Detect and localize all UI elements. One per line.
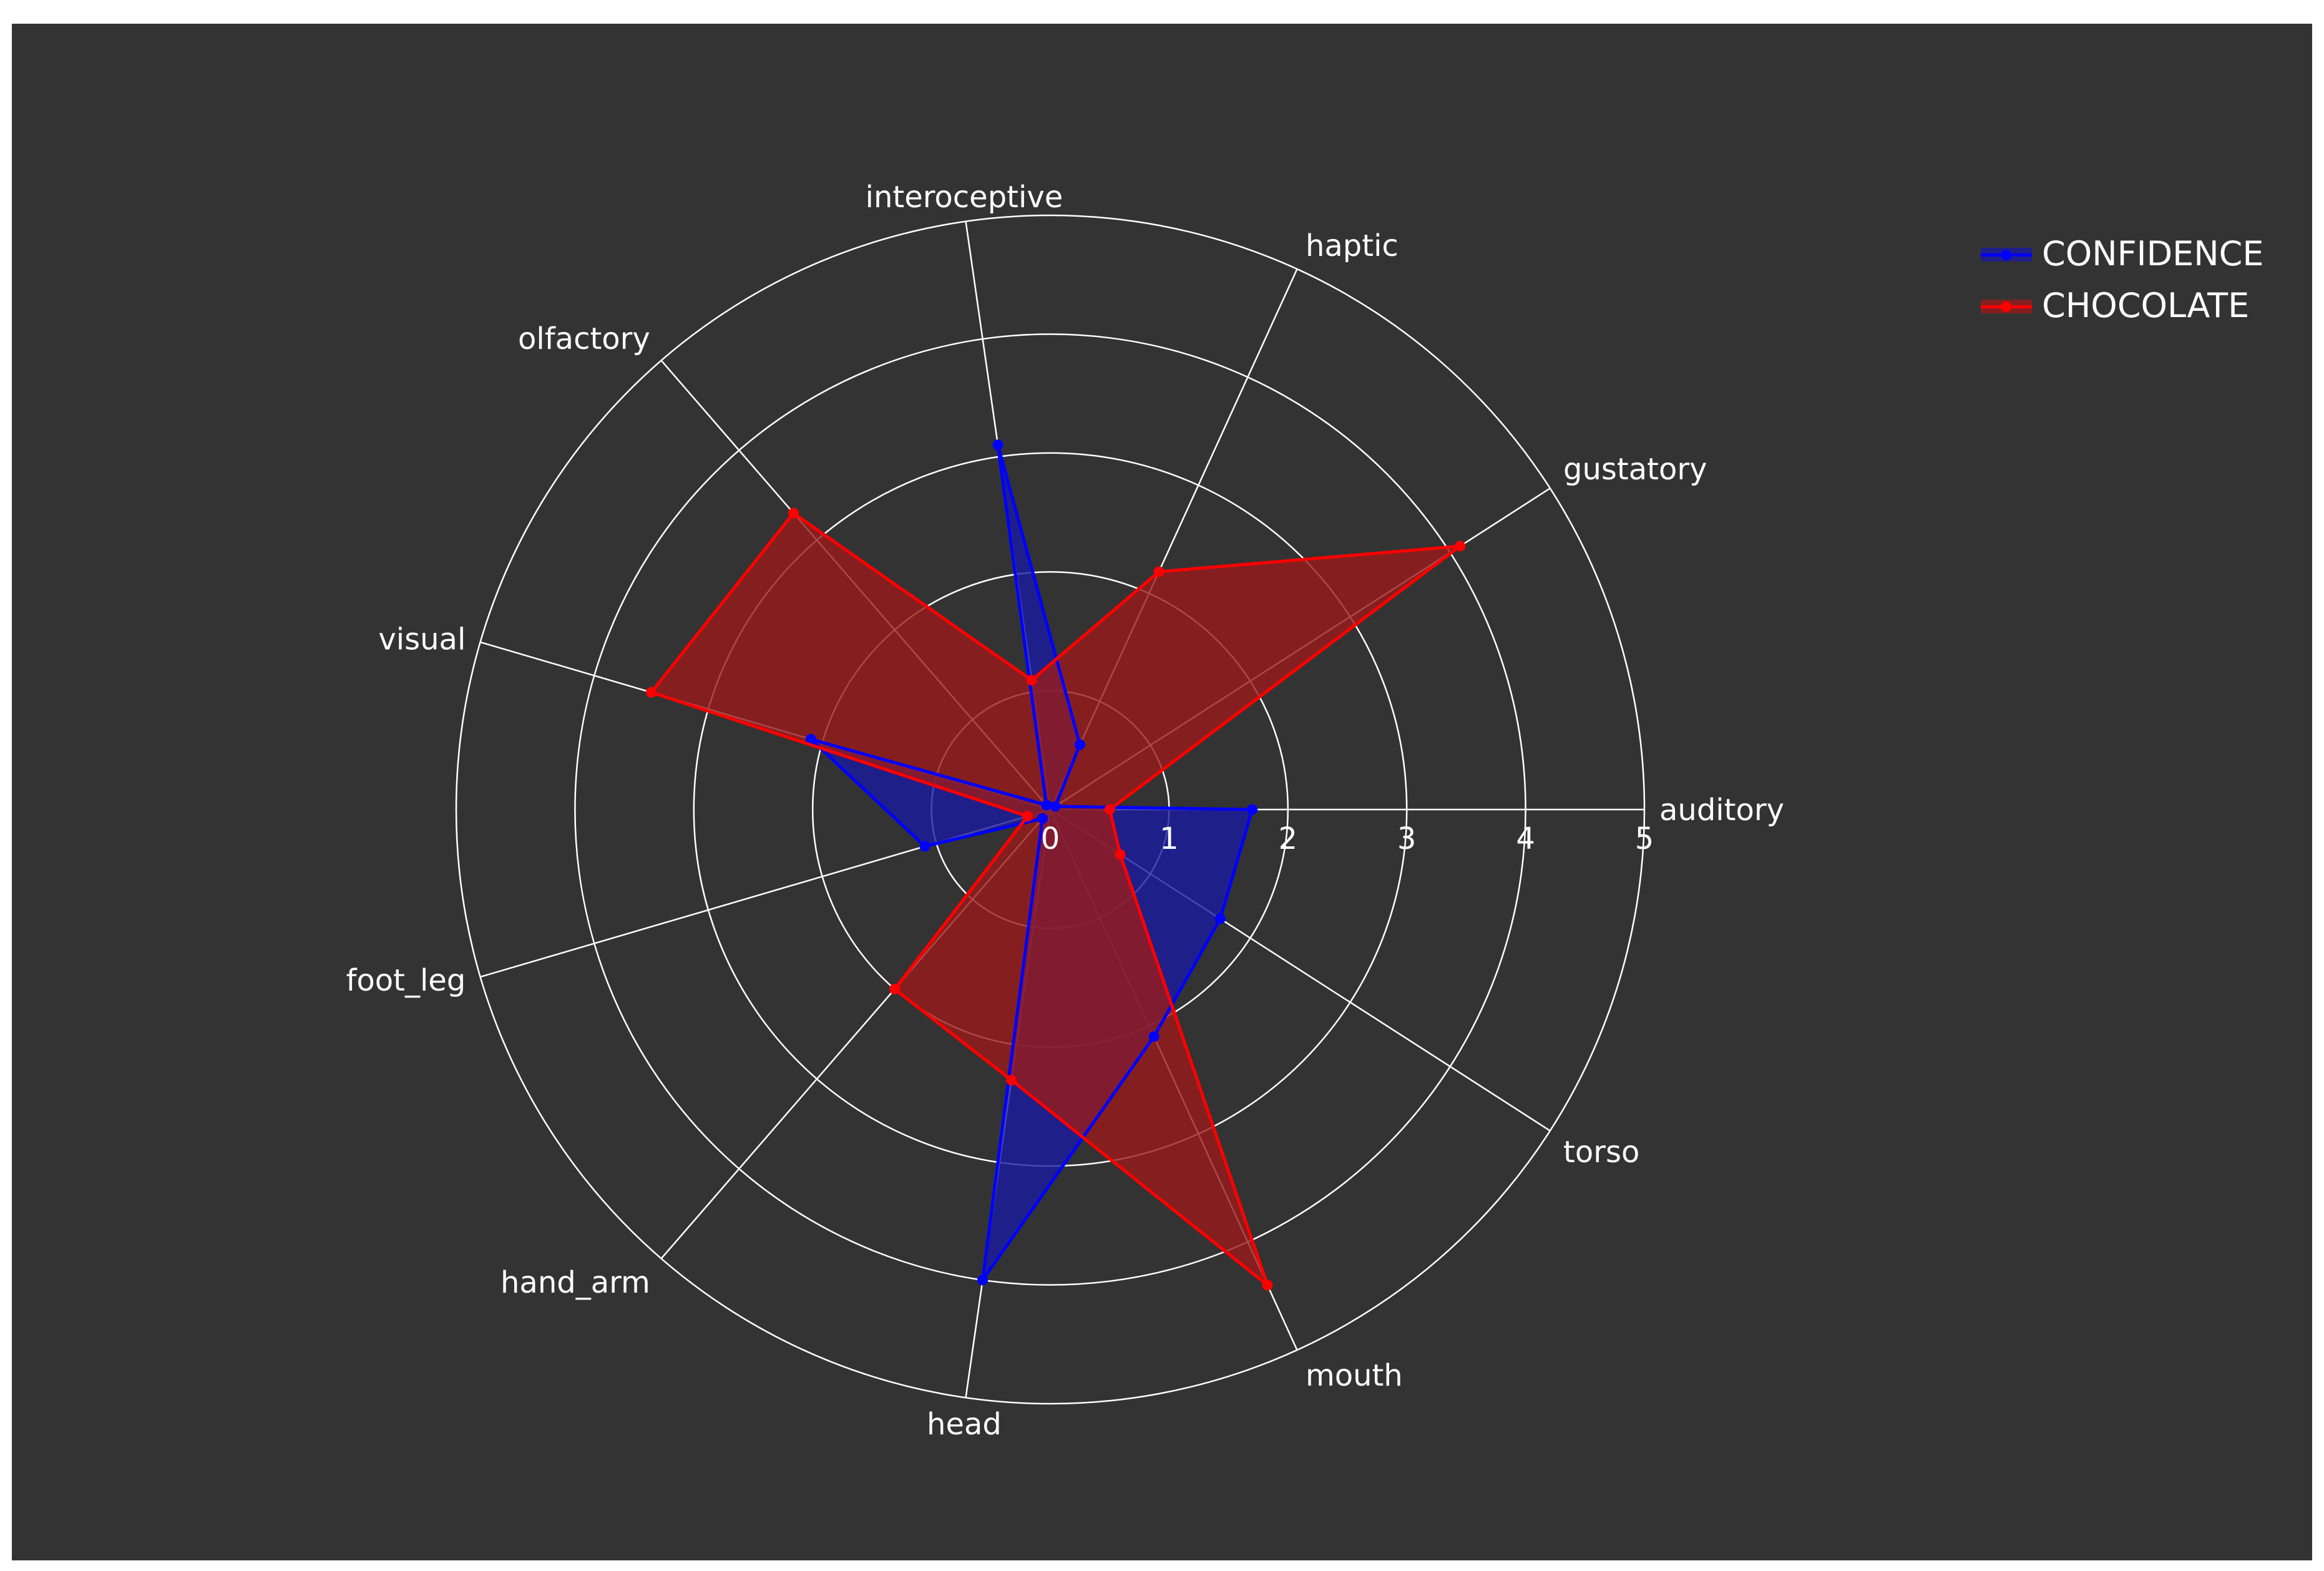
legend-label-confidence: CONFIDENCE xyxy=(2042,234,2264,273)
radial-tick-5: 5 xyxy=(1635,821,1654,856)
radial-tick-4: 4 xyxy=(1516,821,1535,856)
series-line-chocolate xyxy=(650,511,1462,1287)
radial-tick-3: 3 xyxy=(1397,821,1417,856)
series-line-confidence xyxy=(809,443,1254,1282)
point-chocolate-mouth[interactable] xyxy=(1262,1280,1273,1291)
axis-label-auditory: auditory xyxy=(1659,793,1784,828)
axis-label-gustatory: gustatory xyxy=(1563,452,1707,487)
point-chocolate-auditory[interactable] xyxy=(1104,804,1115,815)
axis-label-haptic: haptic xyxy=(1306,228,1399,263)
legend-item-chocolate[interactable]: CHOCOLATE xyxy=(1978,280,2264,331)
series-area-confidence xyxy=(811,444,1252,1280)
point-confidence-visual[interactable] xyxy=(805,733,816,745)
point-chocolate-torso[interactable] xyxy=(1115,849,1126,860)
legend-item-confidence[interactable]: CONFIDENCE xyxy=(1978,228,2264,280)
axis-label-visual: visual xyxy=(378,622,466,657)
axis-label-interoceptive: interoceptive xyxy=(866,180,1063,215)
point-chocolate-hand_arm[interactable] xyxy=(889,984,901,995)
radial-tick-labels: 0 1 2 3 4 5 xyxy=(1041,821,1654,856)
chart-panel xyxy=(12,24,2312,1560)
radar-series xyxy=(646,439,1466,1291)
radial-tick-0: 0 xyxy=(1041,821,1060,856)
point-confidence-torso[interactable] xyxy=(1214,913,1226,924)
point-chocolate-olfactory[interactable] xyxy=(788,507,799,519)
point-chocolate-visual[interactable] xyxy=(646,687,657,698)
point-chocolate-interoceptive[interactable] xyxy=(1026,675,1037,686)
point-chocolate-gustatory[interactable] xyxy=(1455,541,1466,552)
point-confidence-head[interactable] xyxy=(977,1275,989,1286)
axis-label-head: head xyxy=(927,1407,1002,1442)
axis-label-foot_leg: foot_leg xyxy=(346,963,466,998)
legend: CONFIDENCE CHOCOLATE xyxy=(1978,228,2264,331)
axis-label-mouth: mouth xyxy=(1306,1358,1403,1393)
legend-label-chocolate: CHOCOLATE xyxy=(2042,286,2250,325)
axis-labels: auditory gustatory haptic interoceptive olfa… xyxy=(346,180,1784,1442)
point-confidence-olfactory[interactable] xyxy=(1041,800,1052,811)
point-confidence-gustatory[interactable] xyxy=(1050,801,1061,812)
point-chocolate-haptic[interactable] xyxy=(1153,566,1164,577)
point-confidence-mouth[interactable] xyxy=(1148,1031,1160,1042)
point-confidence-haptic[interactable] xyxy=(1074,739,1085,750)
radial-tick-1: 1 xyxy=(1160,821,1179,856)
point-chocolate-foot_leg[interactable] xyxy=(1022,811,1033,822)
axis-label-torso: torso xyxy=(1563,1135,1639,1170)
point-confidence-hand_arm[interactable] xyxy=(1037,813,1048,824)
point-confidence-auditory[interactable] xyxy=(1247,804,1258,815)
radial-tick-2: 2 xyxy=(1279,821,1298,856)
legend-swatch-chocolate xyxy=(1978,293,2034,318)
axis-label-olfactory: olfactory xyxy=(518,321,650,356)
axis-label-hand_arm: hand_arm xyxy=(500,1265,650,1300)
legend-swatch-confidence xyxy=(1978,242,2034,267)
point-confidence-interoceptive[interactable] xyxy=(992,439,1003,451)
series-area-chocolate xyxy=(651,513,1460,1286)
point-chocolate-head[interactable] xyxy=(1006,1074,1017,1085)
point-confidence-foot_leg[interactable] xyxy=(919,841,930,852)
